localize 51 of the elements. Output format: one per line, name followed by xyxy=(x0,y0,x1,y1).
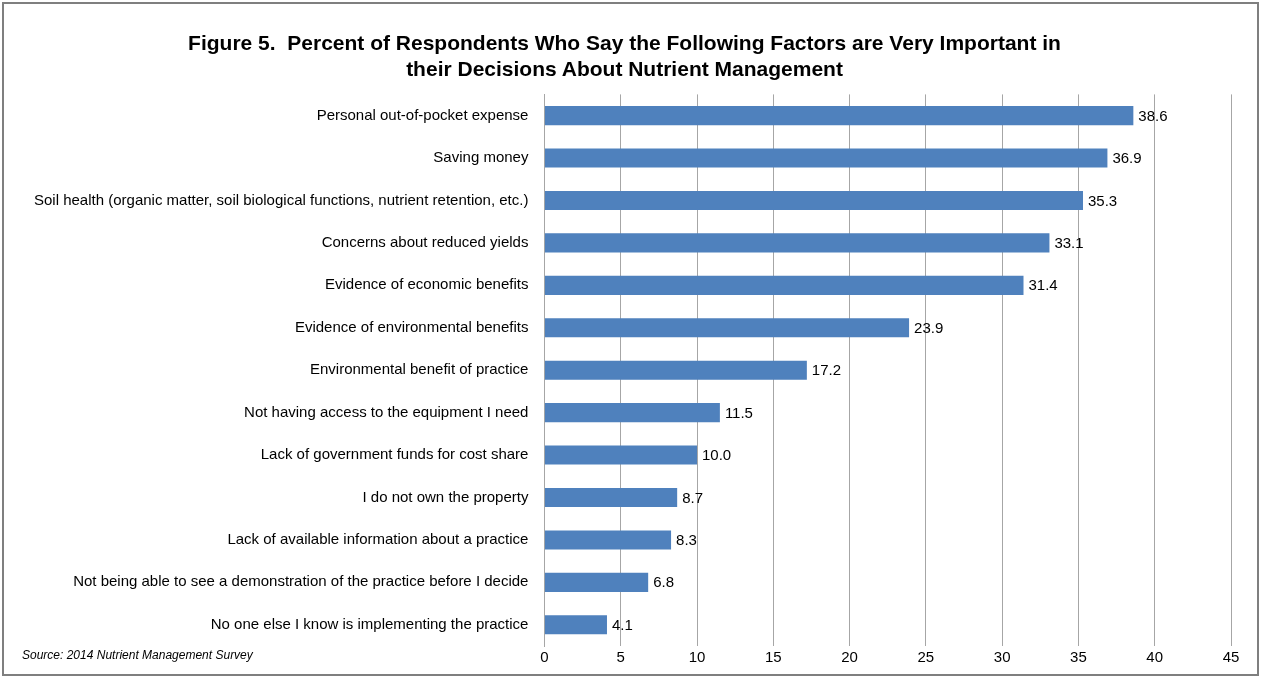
y-tick-label: Evidence of environmental benefits xyxy=(294,317,529,335)
bar xyxy=(544,445,697,465)
bar xyxy=(544,106,1134,126)
bar xyxy=(544,572,649,592)
chart-title: Figure 5. Percent of Respondents Who Say the Following Factors are Very Important in their Decisions About Nutrient Management xyxy=(188,31,1061,80)
data-label: 8.3 xyxy=(676,531,697,549)
x-tick-label: 25 xyxy=(917,648,935,666)
y-tick-label: Not having access to the equipment I need xyxy=(244,402,529,420)
x-tick-label: 10 xyxy=(688,648,706,666)
bar xyxy=(544,360,807,380)
source-note: Source: 2014 Nutrient Management Survey xyxy=(22,648,254,663)
x-tick-label: 0 xyxy=(540,648,549,666)
x-tick-label: 15 xyxy=(764,648,782,666)
bar xyxy=(544,487,678,508)
bar xyxy=(544,403,720,423)
bar xyxy=(544,233,1050,253)
data-label: 35.3 xyxy=(1088,191,1118,209)
y-tick-label: Concerns about reduced yields xyxy=(321,233,529,251)
y-tick-label: Soil health (organic matter, soil biological functions, nutrient retention, etc.) xyxy=(33,190,529,208)
y-tick-label: I do not own the property xyxy=(362,487,529,505)
x-tick-label: 45 xyxy=(1222,648,1240,666)
data-label: 23.9 xyxy=(914,318,944,336)
y-tick-label: Not being able to see a demonstration of the practice before I decide xyxy=(73,572,529,590)
y-tick-label: Lack of government funds for cost share xyxy=(260,445,529,463)
x-tick-label: 35 xyxy=(1070,648,1087,666)
bar xyxy=(544,190,1084,211)
data-label: 11.5 xyxy=(724,403,753,421)
data-label: 36.9 xyxy=(1112,149,1142,167)
y-tick-label: Environmental benefit of practice xyxy=(309,360,529,378)
y-tick-label: Lack of available information about a practice xyxy=(227,530,529,548)
data-label: 6.8 xyxy=(653,573,675,591)
x-tick-label: 40 xyxy=(1146,648,1164,666)
bar xyxy=(544,318,910,338)
data-label: 33.1 xyxy=(1054,234,1084,252)
bar xyxy=(544,148,1108,168)
data-label: 10.0 xyxy=(702,446,732,464)
y-tick-label: No one else I know is implementing the practice xyxy=(210,614,529,632)
data-label: 31.4 xyxy=(1028,276,1058,294)
data-label: 8.7 xyxy=(682,488,704,506)
bar xyxy=(544,615,607,635)
data-label: 17.2 xyxy=(811,361,842,379)
bar xyxy=(544,275,1024,295)
x-tick-label: 20 xyxy=(841,648,858,666)
data-label: 38.6 xyxy=(1138,106,1168,124)
y-tick-label: Personal out-of-pocket expense xyxy=(316,105,529,123)
x-tick-label: 30 xyxy=(993,648,1011,666)
x-tick-label: 5 xyxy=(616,648,625,666)
y-tick-label: Saving money xyxy=(433,148,529,166)
data-label: 4.1 xyxy=(611,615,633,633)
y-tick-label: Evidence of economic benefits xyxy=(324,275,529,293)
bar xyxy=(544,530,672,550)
